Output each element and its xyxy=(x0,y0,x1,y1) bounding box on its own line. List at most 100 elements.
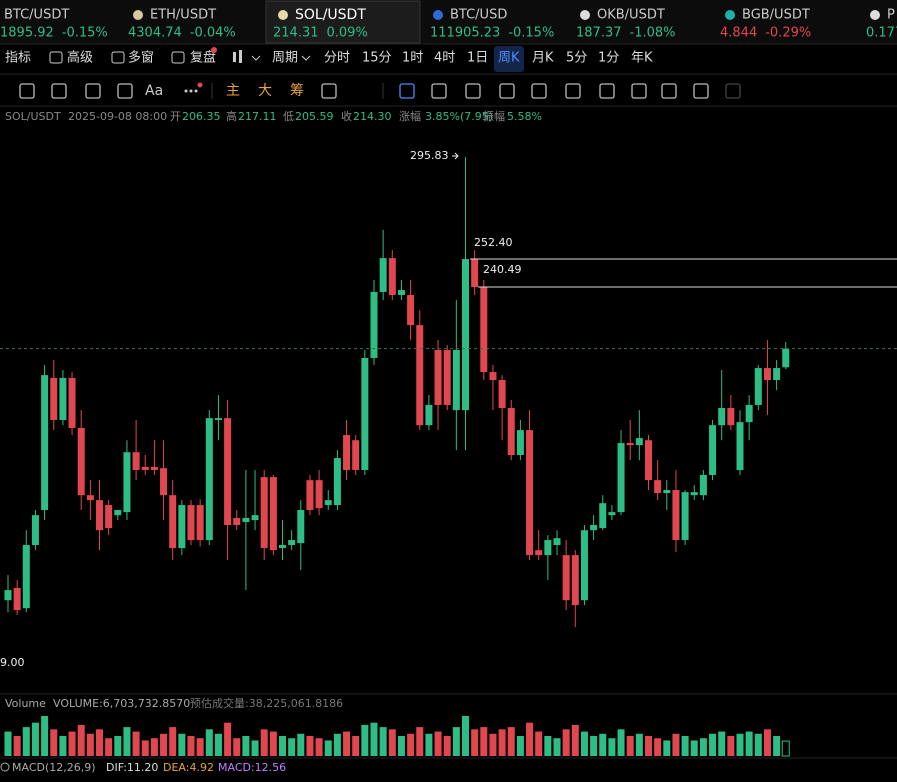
tool-icon[interactable] xyxy=(399,83,415,99)
toolbar-item[interactable]: 高级 xyxy=(67,50,93,66)
volume-bar xyxy=(150,738,158,756)
volume-bar xyxy=(699,738,707,756)
ticker-price: 187.37 xyxy=(576,26,622,41)
tool-icon[interactable] xyxy=(661,83,677,99)
toolbar-item[interactable]: 月K xyxy=(532,51,554,66)
volume-bar xyxy=(160,733,168,756)
tool-icon[interactable] xyxy=(631,83,647,99)
toolbar-item[interactable]: 1日 xyxy=(467,51,488,66)
ticker-change: -1.08% xyxy=(630,26,676,41)
ticker-symbol[interactable]: SOL/USDT xyxy=(295,7,366,23)
volume-bar xyxy=(434,731,442,756)
volume-bar xyxy=(214,733,222,756)
candle-body xyxy=(544,540,552,556)
ticker-icon xyxy=(580,10,590,20)
tool-icon[interactable] xyxy=(19,83,35,99)
ticker-symbol[interactable]: OKB/USDT xyxy=(597,8,665,23)
toolbar-item[interactable]: 复盘 xyxy=(190,50,216,66)
candle-body xyxy=(672,490,680,541)
volume-bar xyxy=(773,736,781,756)
ticker-price: 4304.74 xyxy=(128,26,182,41)
volume-bar xyxy=(553,738,561,756)
volume-bar xyxy=(315,738,323,756)
volume-bar xyxy=(4,731,12,756)
tool[interactable]: 大 xyxy=(258,83,272,99)
tool-icon[interactable] xyxy=(599,83,615,99)
toolbar-item[interactable]: 15分 xyxy=(362,51,392,66)
volume-bar xyxy=(480,727,488,756)
volume-bar xyxy=(635,733,643,756)
volume-bar xyxy=(745,731,753,756)
toolbar-icon xyxy=(111,51,125,64)
tool-icon[interactable] xyxy=(85,83,101,99)
toolbar-item[interactable]: 1时 xyxy=(402,51,423,66)
candle-body xyxy=(324,500,332,506)
candle-body xyxy=(150,466,158,471)
candle-body xyxy=(50,377,58,420)
tool[interactable]: 筹 xyxy=(290,82,304,99)
ticker-symbol[interactable]: BGB/USDT xyxy=(742,8,810,23)
volume-bar xyxy=(626,736,634,756)
tool-icon[interactable] xyxy=(321,83,337,99)
candle-body xyxy=(77,427,85,496)
ticker-symbol[interactable]: P xyxy=(887,8,895,23)
tool-icon[interactable] xyxy=(51,83,67,99)
toolbar-item[interactable]: 1分 xyxy=(598,51,619,66)
toolbar-item[interactable]: 4时 xyxy=(434,51,455,66)
info-amp-label: 振幅 xyxy=(483,109,505,123)
ticker-symbol[interactable]: BTC/USDT xyxy=(4,8,69,23)
tool-icon[interactable] xyxy=(565,83,581,99)
info-close-label: 收 xyxy=(341,109,352,123)
ticker-icon xyxy=(278,10,288,20)
ticker-symbol[interactable]: ETH/USDT xyxy=(150,8,216,23)
volume-bar xyxy=(535,731,543,756)
volume-bar xyxy=(306,736,314,756)
candle-body xyxy=(370,291,378,358)
tool-icon[interactable] xyxy=(725,83,741,99)
candle-body xyxy=(526,430,534,556)
candle-body xyxy=(754,368,762,405)
toolbar-item[interactable]: 周K xyxy=(498,51,520,66)
ticker-symbol[interactable]: BTC/USD xyxy=(450,8,507,23)
volume-bar xyxy=(59,736,67,756)
volume-bar xyxy=(489,733,497,756)
macd-icon xyxy=(0,762,10,772)
toolbar-item[interactable]: 周期 xyxy=(272,51,298,66)
candle-body xyxy=(599,503,607,529)
candle-body xyxy=(462,259,469,411)
volume-bar xyxy=(718,731,726,756)
candle-body xyxy=(626,443,634,446)
candle-body xyxy=(580,530,588,601)
active-period xyxy=(494,46,524,72)
volume-bar xyxy=(288,738,296,756)
tool-icon[interactable] xyxy=(465,83,481,99)
volume-bar xyxy=(617,729,625,756)
tool[interactable]: Aa xyxy=(145,83,163,99)
toolbar-item[interactable]: 多窗 xyxy=(128,50,154,66)
toolbar-icon xyxy=(49,51,63,64)
notice-dot xyxy=(197,82,203,88)
macd-title: MACD(12,26,9) xyxy=(12,761,96,774)
tool-icon[interactable] xyxy=(693,83,709,99)
volume-bar xyxy=(343,731,351,756)
tool-icon[interactable] xyxy=(117,83,133,99)
tool[interactable]: 主 xyxy=(226,83,240,99)
tool-icon[interactable] xyxy=(531,83,547,99)
volume-bar xyxy=(205,729,213,756)
volume-bar xyxy=(123,727,131,756)
toolbar-item[interactable]: 年K xyxy=(631,51,653,66)
toolbar-item[interactable]: 指标 xyxy=(5,51,31,66)
volume-bar xyxy=(599,733,607,756)
info-high: 217.11 xyxy=(238,110,277,123)
candle-body xyxy=(169,495,177,549)
tool-icon[interactable] xyxy=(499,83,515,99)
ticker-price: 111905.23 xyxy=(430,26,500,41)
tool-icon[interactable] xyxy=(431,83,447,99)
candle-body xyxy=(86,495,94,501)
toolbar-item[interactable]: 分时 xyxy=(324,51,350,66)
volume-bar xyxy=(132,731,140,756)
ticker-price: 214.31 xyxy=(273,26,319,41)
toolbar-item[interactable]: 5分 xyxy=(566,51,587,66)
candle-body xyxy=(224,418,232,526)
candle-body xyxy=(59,377,67,420)
